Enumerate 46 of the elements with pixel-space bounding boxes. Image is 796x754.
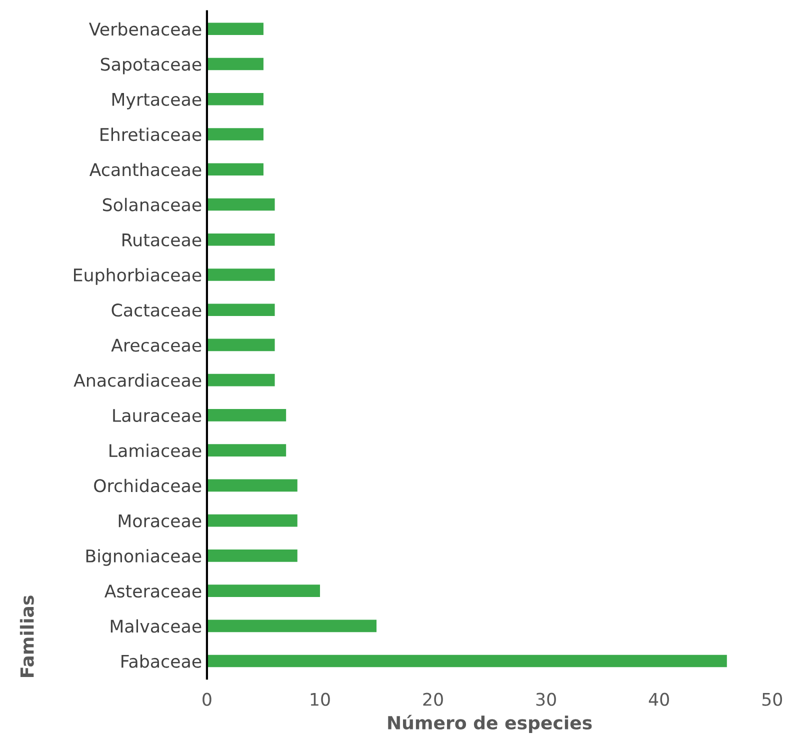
y-tick-label: Bignoniaceae — [86, 549, 202, 566]
y-tick-label: Verbenaceae — [88, 22, 202, 36]
y-tick-label: Anacardiaceae — [74, 373, 202, 387]
bar — [206, 58, 264, 70]
y-tick-label: Orchidaceae — [94, 478, 202, 492]
bar — [206, 22, 264, 36]
y-tick-label: Fabaceae — [122, 654, 202, 668]
y-tick-label: Cactaceae — [112, 304, 202, 317]
bar — [206, 620, 377, 632]
bar — [206, 479, 298, 492]
y-tick-label: Lamiaceae — [110, 444, 202, 458]
y-tick-label: Myrtaceae — [112, 93, 202, 110]
bar — [206, 233, 275, 246]
x-tick-label: 0 — [202, 692, 212, 706]
bar — [206, 444, 286, 456]
bar — [206, 92, 264, 106]
bar — [206, 654, 727, 668]
bar — [206, 338, 275, 352]
y-tick-label: Sapotaceae — [100, 58, 202, 74]
y-tick-label: Asteraceae — [104, 584, 202, 598]
x-tick-label: 50 — [762, 692, 782, 706]
bar — [206, 198, 275, 211]
y-tick-label: Lauraceae — [113, 409, 202, 422]
y-tick-label: Acanthaceae — [89, 162, 202, 176]
bar — [206, 128, 264, 140]
y-tick-label: Euphorbiaceae — [74, 268, 202, 285]
y-tick-label: Moraceae — [118, 514, 202, 528]
bar — [206, 550, 298, 562]
bar — [206, 409, 286, 422]
x-tick-label: 40 — [648, 692, 669, 706]
y-tick-label: Arecaceae — [111, 338, 202, 352]
bar — [206, 268, 275, 281]
x-tick-label: 10 — [310, 692, 330, 706]
y-tick-label: Solanaceae — [102, 198, 202, 212]
bar — [206, 163, 264, 176]
bar — [206, 374, 275, 386]
bar — [206, 584, 320, 597]
bar — [206, 304, 275, 316]
x-tick-label: 30 — [536, 692, 556, 706]
bar — [206, 514, 298, 527]
x-axis-title: Número de especies — [388, 714, 592, 734]
y-axis-title: Familias — [20, 596, 34, 677]
x-tick-label: 20 — [423, 692, 443, 706]
y-tick-label: Malvaceae — [110, 619, 202, 633]
y-tick-label: Ehretiaceae — [100, 128, 202, 142]
y-tick-label: Rutaceae — [122, 234, 202, 246]
